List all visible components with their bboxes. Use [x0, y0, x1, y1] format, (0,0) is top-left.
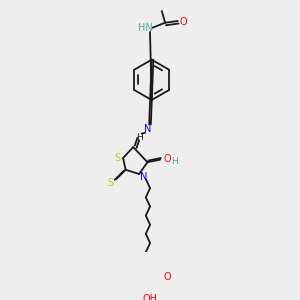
Text: O: O [164, 272, 172, 282]
Text: OH: OH [142, 294, 158, 300]
Text: O: O [180, 17, 188, 27]
Text: HN: HN [138, 23, 153, 33]
Text: S: S [107, 178, 114, 188]
Text: S: S [114, 153, 120, 163]
Text: H: H [136, 133, 142, 142]
Text: O: O [164, 154, 172, 164]
Text: N: N [144, 124, 151, 134]
Text: H: H [171, 157, 178, 166]
Text: N: N [140, 172, 147, 182]
